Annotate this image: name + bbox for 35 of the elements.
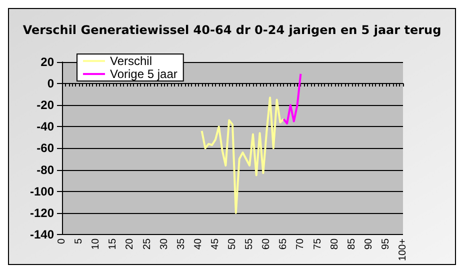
x-tick-label: 95 xyxy=(380,238,392,250)
x-tick-label: 20 xyxy=(124,238,136,250)
x-tick-label: 0 xyxy=(56,238,68,244)
y-tick-label: -60 xyxy=(36,141,54,156)
x-tick-label: 55 xyxy=(244,238,256,250)
x-tick-label: 100+ xyxy=(398,238,408,262)
x-tick-label: 60 xyxy=(261,238,272,250)
y-tick-label: -80 xyxy=(36,162,54,177)
legend-label: Verschil xyxy=(110,54,152,68)
x-tick-label: 80 xyxy=(329,238,340,250)
x-tick-label: 90 xyxy=(363,238,374,250)
line-series xyxy=(200,96,285,214)
x-tick-label: 50 xyxy=(227,238,238,250)
x-tick-label: 85 xyxy=(346,238,358,250)
y-tick-label: -20 xyxy=(36,98,54,112)
y-tick-label: -100 xyxy=(30,184,54,198)
x-tick-label: 30 xyxy=(158,238,170,250)
x-tick-label: 25 xyxy=(142,238,153,250)
x-tick-label: 65 xyxy=(278,238,290,250)
y-tick-label: -140 xyxy=(30,227,54,242)
x-tick-label: 35 xyxy=(176,238,187,250)
line-series xyxy=(282,72,302,124)
x-tick-label: 5 xyxy=(74,238,85,244)
x-tick-label: 15 xyxy=(108,238,119,250)
chart-title: Verschil Generatiewissel 40-64 dr 0-24 jarigen en 5 jaar terug xyxy=(22,23,442,37)
x-tick-label: 40 xyxy=(192,238,204,250)
x-tick-label: 10 xyxy=(90,238,102,250)
x-tick-label: 45 xyxy=(210,238,221,250)
legend-label: Vorige 5 jaar xyxy=(110,67,178,81)
y-tick-label: 20 xyxy=(40,55,54,69)
y-tick-label: -40 xyxy=(36,120,54,134)
x-tick-label: 70 xyxy=(295,238,306,250)
y-tick-label: -120 xyxy=(30,206,54,220)
x-tick-label: 75 xyxy=(312,238,324,250)
y-tick-label: 0 xyxy=(47,76,54,91)
